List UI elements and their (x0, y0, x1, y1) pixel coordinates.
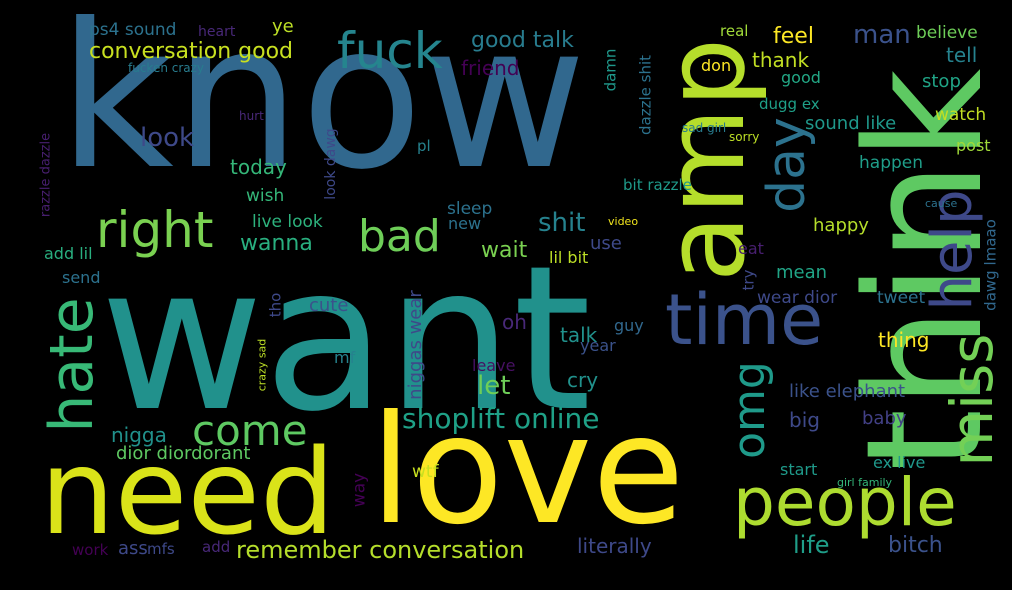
word: pl (417, 137, 431, 155)
word: big (789, 408, 820, 432)
word: year (580, 336, 616, 355)
word: send (62, 268, 101, 287)
word: know (58, 0, 587, 214)
word: shit (538, 208, 586, 238)
word: thing (878, 328, 930, 352)
word: remember conversation (236, 536, 525, 564)
word: good talk (471, 28, 574, 53)
word: cause (925, 197, 958, 210)
word: tweet (877, 288, 926, 308)
word: work (72, 541, 109, 559)
word: shoplift online (402, 402, 600, 435)
word: sleep (447, 199, 493, 219)
word: happy (813, 215, 869, 236)
word: love (370, 384, 685, 558)
word: damn (601, 48, 620, 92)
word: look (140, 123, 195, 153)
word: dugg ex (759, 95, 820, 113)
word: wear dior (757, 288, 838, 308)
word: tho (266, 292, 285, 318)
word: don (701, 56, 732, 75)
word: omg (724, 361, 775, 459)
word: tell (946, 43, 978, 67)
word: video (608, 215, 639, 228)
word: bit razzle (623, 176, 692, 194)
word: happen (859, 153, 924, 173)
word: come (192, 406, 308, 455)
word: add lil (44, 244, 93, 263)
word: ass (118, 538, 148, 559)
word: thank (752, 48, 810, 72)
word: way (349, 472, 370, 508)
word: ye (272, 16, 294, 37)
word: try (739, 269, 758, 291)
word: bitch (888, 533, 943, 558)
word: leave (472, 356, 516, 375)
word: razzle dazzle (38, 132, 54, 218)
word: use (590, 233, 622, 254)
word: lil bit (549, 248, 589, 267)
word: hurt (239, 109, 264, 123)
word: right (96, 201, 214, 259)
word: real (720, 22, 749, 40)
word: believe (916, 23, 978, 43)
word: dior diordorant (116, 443, 251, 464)
word: dawg lmaao (981, 219, 1000, 311)
word: guy (614, 316, 644, 335)
word: crazy sad (255, 338, 269, 392)
word: wanna (240, 231, 313, 256)
word: baby (862, 408, 907, 429)
word: sorry (729, 130, 760, 144)
word: hate (37, 297, 107, 433)
word: need (40, 423, 335, 561)
word: man (853, 20, 911, 50)
word: fucken crazy (128, 61, 205, 75)
word: like elephant (789, 381, 906, 402)
word: heart (198, 24, 236, 40)
word: mean (776, 262, 828, 283)
word: live look (252, 212, 323, 232)
word: friend (461, 56, 520, 80)
word: mfs (147, 540, 175, 558)
word: nigga (111, 423, 167, 447)
word: miss (938, 333, 1006, 467)
word: oh (502, 310, 527, 334)
word: dazzle shit (636, 55, 655, 135)
word: ex live (873, 453, 926, 472)
word: ps4 sound (89, 20, 177, 40)
word: fuck (337, 22, 443, 80)
word: cry (567, 368, 599, 392)
word: good (781, 68, 821, 87)
word: start (780, 460, 818, 479)
word: new (448, 214, 482, 233)
word: sound like (805, 113, 897, 134)
word: life (793, 531, 830, 559)
word: feel (773, 24, 814, 49)
word: talk (560, 323, 598, 347)
word: girl family (837, 476, 893, 489)
word: niggas wear (405, 290, 426, 400)
word: sad girl (682, 121, 727, 135)
word: today (230, 155, 287, 179)
word: add (202, 538, 231, 556)
word: wish (246, 186, 285, 206)
word: post (956, 136, 991, 155)
word: let (477, 371, 511, 401)
word: bad (358, 211, 441, 262)
word: stop (922, 71, 961, 92)
word: people (733, 464, 957, 541)
word: literally (577, 534, 652, 558)
word: look dawg (323, 128, 339, 200)
word: wtf (412, 462, 439, 482)
word: conversation good (89, 39, 294, 64)
word: cute (309, 295, 349, 316)
word: wait (481, 238, 528, 263)
word: eat (738, 239, 764, 258)
word: time (665, 279, 824, 361)
word: watch (935, 105, 987, 125)
word: want (100, 223, 592, 456)
word: mf (334, 348, 356, 367)
